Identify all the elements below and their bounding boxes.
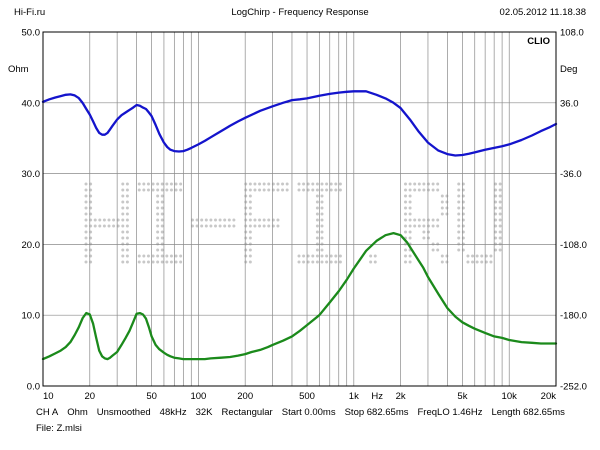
y2-tick-label: -180.0 xyxy=(560,311,587,322)
site-label: Hi-Fi.ru xyxy=(14,7,46,18)
setting-item: Unsmoothed xyxy=(96,407,151,418)
series-layer xyxy=(41,90,558,361)
x-tick-label: 1k xyxy=(349,391,359,402)
x-tick-label: 50 xyxy=(146,391,157,402)
setting-item: FreqLO 1.46Hz xyxy=(417,407,483,418)
setting-item: Start 0.00ms xyxy=(281,407,336,418)
clio-logo: CLIO xyxy=(527,36,550,47)
x-tick-label: 20k xyxy=(541,391,557,402)
watermark xyxy=(84,182,502,264)
setting-item: CH A xyxy=(36,407,59,418)
grid xyxy=(43,32,556,386)
y-tick-label: 0.0 xyxy=(27,382,40,393)
file-name: File: Z.mlsi xyxy=(36,423,82,434)
y2-tick-label: 108.0 xyxy=(560,28,584,39)
y2-tick-label: -36.0 xyxy=(560,169,582,180)
measurement-settings: CH A Ohm Unsmoothed 48kHz 32K Rectangular Star… xyxy=(36,407,574,418)
axis-labels: 0.0 10.0 20.0 30.0 40.0 50.0 -252.0 -180.0 -108.… xyxy=(8,28,587,403)
impedance-curve xyxy=(41,231,558,361)
setting-item: 32K xyxy=(195,407,213,418)
plot-frame xyxy=(42,31,557,387)
x-tick-label: 200 xyxy=(237,391,253,402)
y-tick-label: 40.0 xyxy=(22,98,41,109)
setting-item: Length 682.65ms xyxy=(491,407,565,418)
setting-item: Rectangular xyxy=(221,407,273,418)
phase-curve xyxy=(41,90,558,157)
setting-item: Stop 682.65ms xyxy=(344,407,409,418)
y-axis-label: Ohm xyxy=(8,64,29,75)
y-tick-label: 50.0 xyxy=(22,28,41,39)
y-tick-label: 20.0 xyxy=(22,240,41,251)
y-tick-label: 30.0 xyxy=(22,169,41,180)
y2-tick-label: -108.0 xyxy=(560,240,587,251)
x-tick-label: 5k xyxy=(457,391,467,402)
x-tick-label: 10k xyxy=(502,391,518,402)
y-tick-label: 10.0 xyxy=(22,311,41,322)
y2-axis-label: Deg xyxy=(560,64,577,75)
x-tick-label: 10 xyxy=(43,391,54,402)
setting-item: Ohm xyxy=(67,407,88,418)
setting-item: 48kHz xyxy=(159,407,187,418)
x-tick-label: 2k xyxy=(396,391,406,402)
y2-tick-label: 36.0 xyxy=(560,98,579,109)
x-axis-label: Hz xyxy=(371,391,383,402)
timestamp: 02.05.2012 11.18.38 xyxy=(499,7,586,18)
x-tick-label: 500 xyxy=(299,391,315,402)
y2-tick-label: -252.0 xyxy=(560,382,587,393)
x-tick-label: 20 xyxy=(84,391,95,402)
chart-title: LogChirp - Frequency Response xyxy=(231,7,369,18)
x-tick-label: 100 xyxy=(190,391,206,402)
